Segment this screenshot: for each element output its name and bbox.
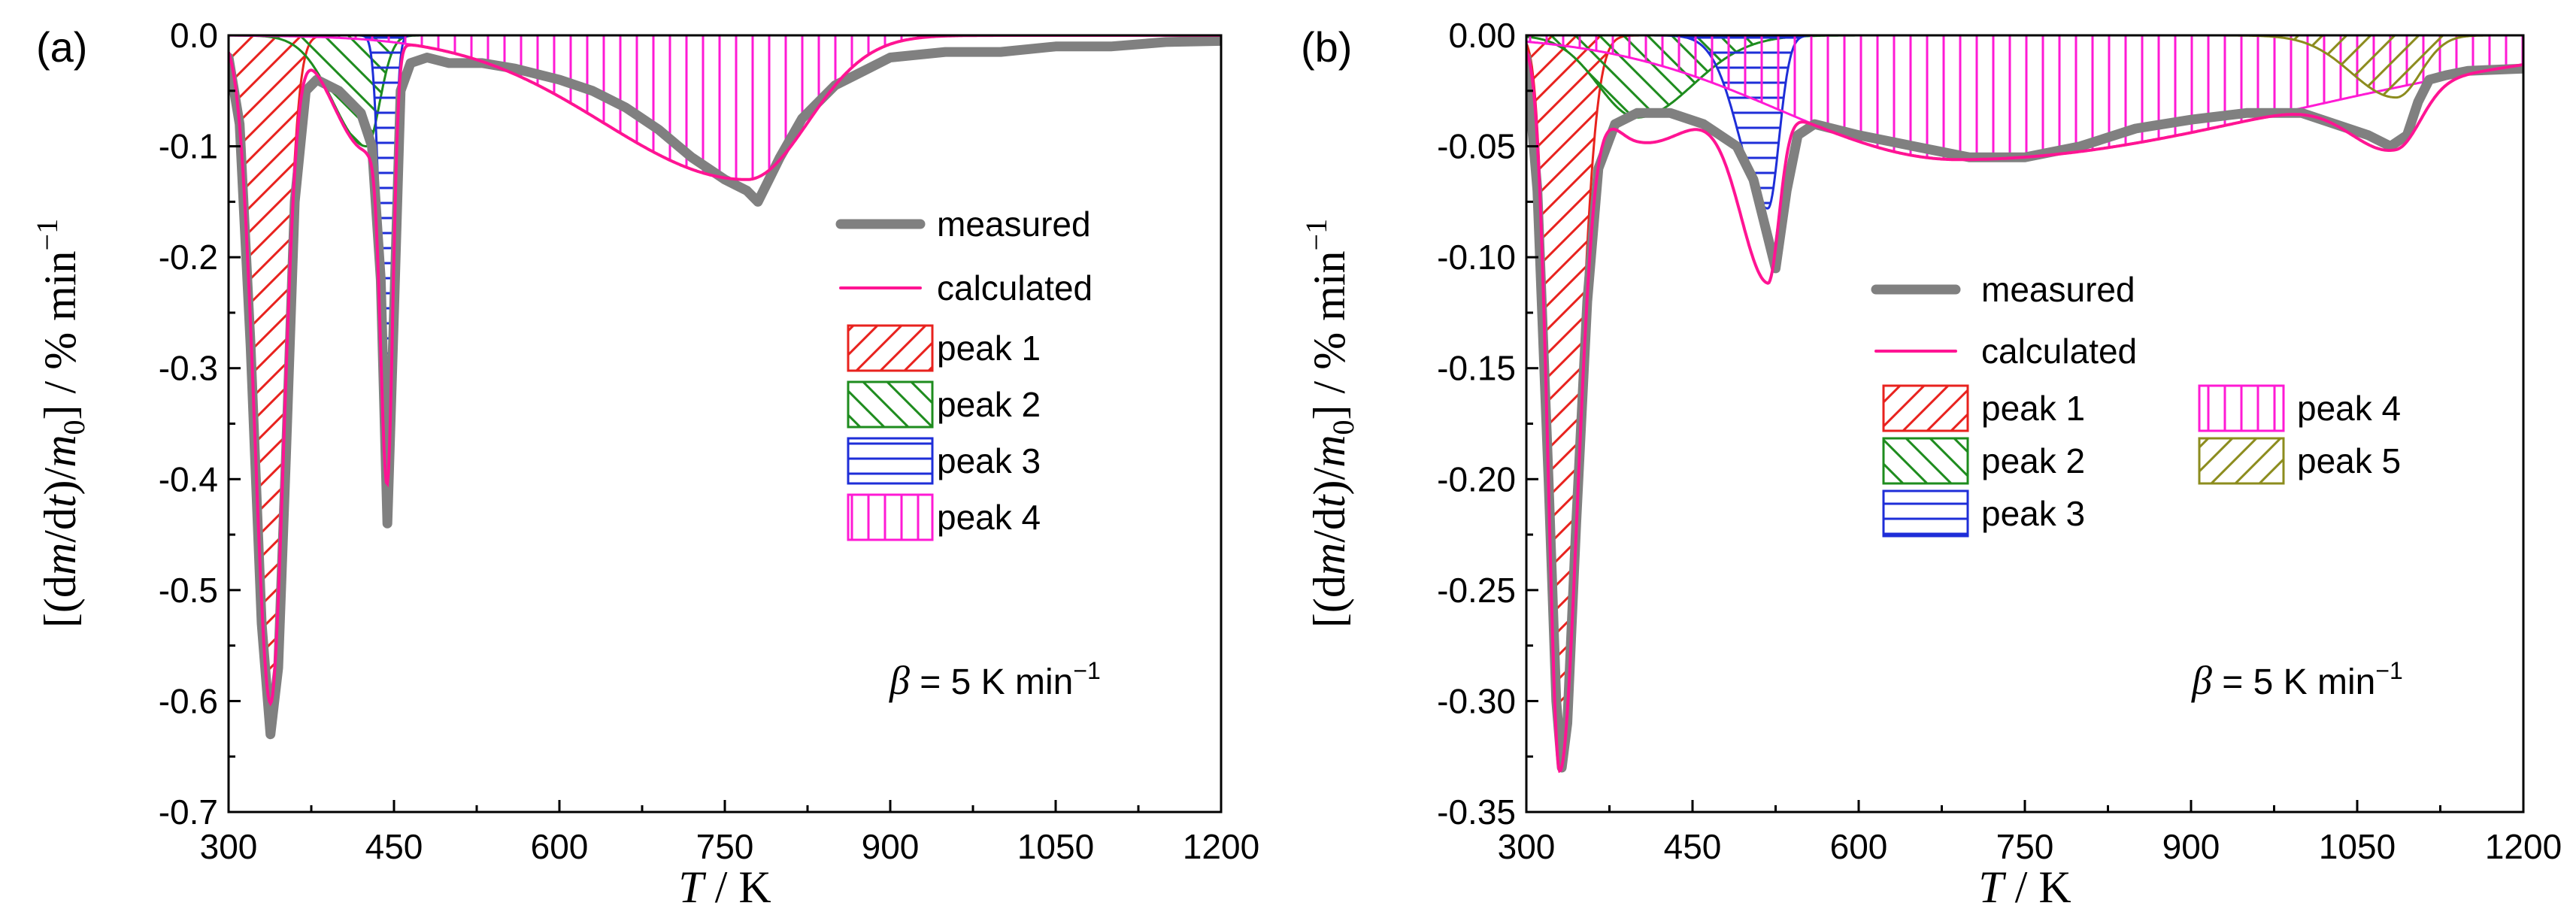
y-tick-label: -0.7 [159, 792, 218, 832]
x-tick-label: 1050 [1017, 827, 1094, 866]
y-tick-label: -0.25 [1437, 571, 1516, 610]
y-tick-label: -0.10 [1437, 238, 1516, 277]
x-tick-label: 600 [1830, 827, 1888, 866]
x-axis-title-b: T / K [1978, 862, 2071, 912]
legend-label-measured: measured [1981, 270, 2135, 309]
legend-a: measured calculated peak 1 peak 2 peak 3 peak… [835, 205, 1093, 541]
x-ticks-b: 300 450 600 750 900 1050 1200 [1498, 800, 2562, 866]
legend-label-peak-3: peak 3 [937, 441, 1041, 480]
panel-label-a: (a) [36, 23, 87, 71]
legend-swatch-peak-5 [2198, 437, 2285, 485]
plot-area-a [229, 35, 1221, 740]
y-tick-label: -0.4 [159, 459, 218, 498]
beta-annotation-a: β = 5 K min−1 [889, 657, 1101, 703]
legend-swatch-peak-4 [2198, 384, 2285, 432]
plot-area-b [1526, 35, 2523, 774]
y-tick-label: -0.35 [1437, 792, 1516, 832]
y-tick-label: -0.6 [159, 681, 218, 720]
y-tick-label: -0.15 [1437, 349, 1516, 388]
x-tick-label: 1050 [2319, 827, 2396, 866]
y-tick-label: -0.5 [159, 571, 218, 610]
y-axis-title-b: [(dm/dt)/m0] / % min−1 [1299, 219, 1360, 628]
legend-swatch-peak-3 [847, 437, 934, 485]
panel-label-b: (b) [1301, 23, 1352, 71]
x-tick-label: 900 [2162, 827, 2220, 866]
y-tick-label: -0.2 [159, 238, 218, 277]
y-tick-label: 0.00 [1448, 16, 1516, 55]
legend-swatch-peak-3 [1882, 489, 1969, 538]
panel-a: 300 450 600 750 900 1050 1200 0.0 -0.1 -0.2 -0.3 -… [30, 16, 1259, 912]
legend-label-peak-2: peak 2 [1981, 441, 2085, 480]
legend-swatch-peak-1 [847, 324, 934, 372]
legend-label-peak-1: peak 1 [1981, 389, 2085, 428]
x-tick-label: 450 [1664, 827, 1722, 866]
y-tick-label: 0.0 [170, 16, 218, 55]
x-tick-label: 750 [1996, 827, 2054, 866]
legend-swatch-peak-2 [1882, 437, 1969, 485]
y-tick-label: -0.05 [1437, 127, 1516, 166]
legend-label-measured: measured [937, 205, 1091, 244]
x-tick-label: 750 [696, 827, 754, 866]
beta-annotation-b: β = 5 K min−1 [2191, 657, 2403, 703]
y-tick-label: -0.3 [159, 349, 218, 388]
legend-label-peak-5: peak 5 [2297, 441, 2401, 480]
x-tick-label: 450 [365, 827, 423, 866]
panel-b: 300 450 600 750 900 1050 1200 0.00 -0.05 -0.10 -0… [1299, 16, 2562, 912]
legend-label-calculated: calculated [1981, 332, 2137, 371]
peak-5-fill [1526, 35, 2523, 99]
x-tick-label: 300 [200, 827, 258, 866]
legend-label-peak-1: peak 1 [937, 329, 1041, 368]
calculated-curve [1526, 50, 2523, 774]
y-axis-title-a: [(dm/dt)/m0] / % min−1 [30, 219, 91, 628]
legend-swatch-peak-2 [847, 380, 934, 429]
x-axis-title-a: T / K [678, 862, 771, 912]
legend-swatch-peak-1 [1882, 384, 1969, 432]
legend-b: measured calculated peak 1 peak 2 peak 3 peak… [1871, 270, 2401, 538]
legend-label-peak-2: peak 2 [937, 385, 1041, 424]
legend-label-peak-4: peak 4 [2297, 389, 2401, 428]
x-tick-label: 300 [1498, 827, 1556, 866]
x-tick-label: 600 [531, 827, 589, 866]
x-tick-label: 1200 [1183, 827, 1259, 866]
y-tick-label: -0.30 [1437, 681, 1516, 720]
x-tick-label: 900 [862, 827, 920, 866]
legend-label-peak-4: peak 4 [937, 498, 1041, 537]
legend-label-peak-3: peak 3 [1981, 494, 2085, 533]
x-tick-label: 1200 [2485, 827, 2562, 866]
y-ticks-a: 0.0 -0.1 -0.2 -0.3 -0.4 -0.5 -0.6 -0.7 [159, 16, 241, 832]
x-ticks-a: 300 450 600 750 900 1050 1200 [200, 800, 1259, 866]
y-tick-label: -0.20 [1437, 459, 1516, 498]
calculated-curve [229, 35, 1221, 707]
measured-curve [229, 35, 1221, 740]
y-tick-label: -0.1 [159, 127, 218, 166]
legend-swatch-peak-4 [847, 493, 934, 541]
y-ticks-b: 0.00 -0.05 -0.10 -0.15 -0.20 -0.25 -0.30 -0.35 [1437, 16, 1538, 832]
legend-label-calculated: calculated [937, 268, 1093, 308]
